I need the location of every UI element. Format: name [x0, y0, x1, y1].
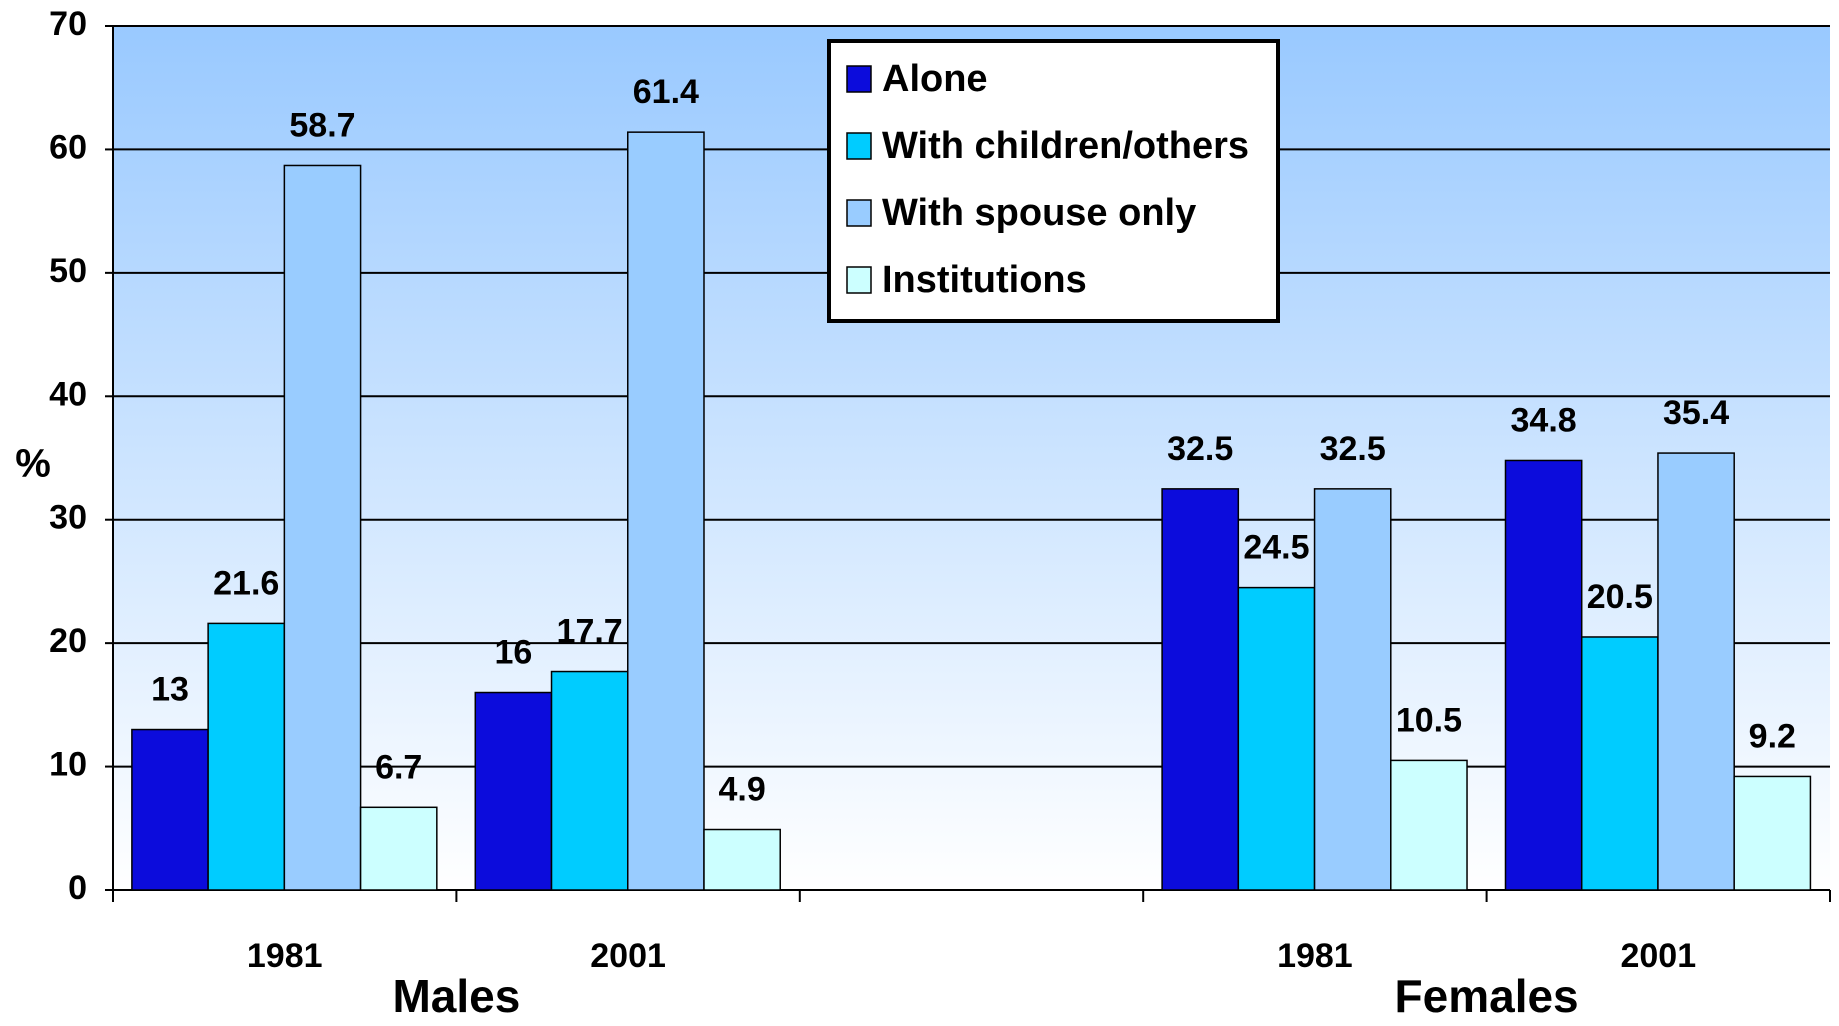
y-tick-label: 40	[49, 375, 87, 413]
data-label: 20.5	[1587, 578, 1653, 616]
bar	[359, 806, 438, 891]
legend-label: Institutions	[882, 259, 1087, 301]
y-tick-label: 60	[49, 128, 87, 166]
data-label: 10.5	[1396, 701, 1462, 739]
bar	[703, 828, 781, 891]
y-tick-label: 30	[49, 499, 87, 537]
data-label: 34.8	[1511, 401, 1577, 439]
legend-label: With children/others	[882, 125, 1249, 167]
data-label: 13	[151, 671, 189, 709]
legend-label: Alone	[882, 58, 988, 100]
bar	[283, 164, 362, 891]
x-tick-label: 2001	[590, 937, 666, 975]
bar	[1313, 488, 1392, 891]
bar	[1390, 759, 1468, 891]
bar	[1733, 775, 1812, 891]
data-label: 58.7	[289, 106, 355, 144]
bar	[1580, 636, 1659, 891]
data-label: 32.5	[1167, 430, 1233, 468]
group-label: Males	[392, 970, 520, 1022]
data-label: 32.5	[1320, 430, 1386, 468]
bar	[131, 728, 209, 891]
legend-swatch	[846, 132, 872, 160]
bar	[627, 131, 705, 891]
y-tick-label: 10	[49, 746, 87, 784]
legend-swatch	[846, 199, 872, 227]
y-tick-label: 50	[49, 252, 87, 290]
data-label: 24.5	[1243, 529, 1309, 567]
x-tick-label: 2001	[1620, 937, 1696, 975]
data-label: 6.7	[375, 748, 422, 786]
legend-box	[827, 39, 1280, 323]
legend-swatch	[846, 65, 872, 93]
data-label: 35.4	[1663, 394, 1729, 432]
data-label: 9.2	[1749, 717, 1796, 755]
bar	[1161, 488, 1240, 891]
data-label: 21.6	[213, 564, 279, 602]
y-tick-label: 70	[49, 5, 87, 43]
x-tick-label: 1981	[1277, 937, 1353, 975]
bar	[1237, 586, 1316, 891]
bar	[207, 622, 286, 891]
bar	[550, 670, 629, 891]
y-axis-label: %	[15, 442, 51, 486]
group-label: Females	[1395, 970, 1579, 1022]
y-tick-label: 0	[68, 869, 87, 907]
data-label: 16	[494, 633, 532, 671]
bar	[1657, 452, 1735, 891]
data-label: 17.7	[557, 613, 623, 651]
x-tick-label: 1981	[247, 937, 323, 975]
legend-label: With spouse only	[882, 192, 1196, 234]
legend-swatch	[846, 266, 872, 294]
y-tick-label: 20	[49, 622, 87, 660]
data-label: 4.9	[718, 771, 765, 809]
bar	[474, 691, 553, 891]
bar	[1504, 459, 1583, 891]
data-label: 61.4	[633, 73, 699, 111]
